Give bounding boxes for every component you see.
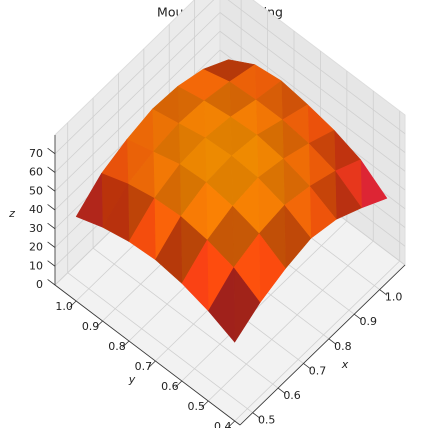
surface-facet xyxy=(128,197,156,261)
z-tick-label: 40 xyxy=(29,203,43,216)
x-tick-label: 0.5 xyxy=(258,414,276,427)
x-axis-label: x xyxy=(341,358,349,371)
surface-facet xyxy=(207,266,235,343)
y-axis-label: y xyxy=(128,373,136,386)
y-tick-label: 0.8 xyxy=(108,340,126,353)
axis-line xyxy=(239,264,406,426)
tick-mark xyxy=(47,185,56,192)
grid-line xyxy=(234,260,400,422)
y-tick-label: 1.0 xyxy=(55,300,73,313)
axis-line xyxy=(54,284,241,426)
tick-mark xyxy=(47,222,56,230)
tick-mark xyxy=(379,289,388,296)
x-tick-label: 1.0 xyxy=(385,291,403,304)
y-tick-label: 0.7 xyxy=(135,360,153,373)
tick-mark xyxy=(95,320,103,328)
z-tick-label: 0 xyxy=(36,278,43,291)
z-tick-label: 60 xyxy=(29,166,43,179)
z-axis-label: z xyxy=(8,207,15,220)
tick-mark xyxy=(122,340,130,348)
z-tick-label: 20 xyxy=(29,241,43,254)
tick-mark xyxy=(252,412,261,419)
x-tick-label: 0.6 xyxy=(283,389,301,402)
y-tick-label: 0.9 xyxy=(82,320,100,333)
tick-mark xyxy=(148,360,156,368)
y-tick-label: 0.6 xyxy=(161,380,179,393)
tick-mark xyxy=(47,241,56,248)
tick-mark xyxy=(47,147,56,155)
grid-line xyxy=(181,220,348,382)
grid-line xyxy=(54,0,215,155)
tick-mark xyxy=(303,363,312,370)
z-tick-label: 10 xyxy=(29,259,43,272)
x-tick-label: 0.7 xyxy=(309,364,327,377)
grid-line xyxy=(227,0,406,135)
tick-mark xyxy=(277,387,286,394)
z-tick-label: 50 xyxy=(29,184,43,197)
grid-line xyxy=(54,12,221,173)
tick-mark xyxy=(201,400,209,408)
tick-mark xyxy=(353,313,362,321)
tick-mark xyxy=(47,204,56,211)
grid-line xyxy=(54,30,221,192)
grid-line xyxy=(67,272,253,414)
surface-facet xyxy=(155,215,183,285)
z-tick-label: 70 xyxy=(29,147,43,160)
tick-mark xyxy=(227,420,235,428)
z-tick-label: 30 xyxy=(29,222,43,235)
grid-line xyxy=(92,247,279,389)
tick-mark xyxy=(47,279,56,286)
x-tick-label: 0.9 xyxy=(359,315,377,328)
grid-line xyxy=(208,240,374,402)
y-tick-label: 0.5 xyxy=(188,400,206,413)
tick-mark xyxy=(174,380,183,388)
tick-mark xyxy=(47,166,56,173)
surface-facet xyxy=(102,183,130,243)
surface-facet xyxy=(181,239,209,312)
grid-line xyxy=(219,12,406,153)
tick-mark xyxy=(69,300,77,308)
grid-line xyxy=(219,30,406,172)
x-tick-label: 0.8 xyxy=(334,340,352,353)
tick-mark xyxy=(328,338,337,345)
tick-mark xyxy=(47,260,56,267)
y-tick-label: 0.4 xyxy=(214,420,232,428)
surface-facet xyxy=(75,172,103,228)
